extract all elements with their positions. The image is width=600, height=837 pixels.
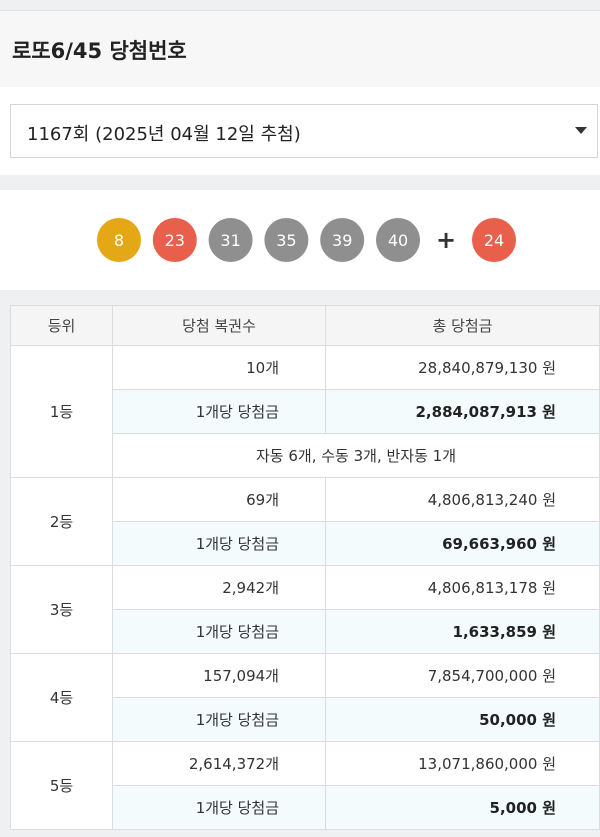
rank-cell: 4등 <box>10 653 113 742</box>
total-cell: 4,806,813,240 원 <box>325 477 600 522</box>
dropdown-arrow <box>575 127 587 134</box>
table-body: 1등 10개 28,840,879,130 원 1개당 당첨금 2,884,087,91… <box>10 345 600 830</box>
per-label-cell: 1개당 당첨금 <box>112 697 326 742</box>
ball-number: 24 <box>484 231 504 250</box>
per-cell: 1,633,859 원 <box>325 609 600 654</box>
ball-number: 31 <box>220 231 240 250</box>
balls-area: 8 23 31 35 39 40 +24 <box>0 190 600 290</box>
ball-number: 39 <box>332 231 352 250</box>
count-cell: 69개 <box>112 477 326 522</box>
count-row: 4등 157,094개 7,854,700,000 원 <box>10 653 600 742</box>
per-cell: 50,000 원 <box>325 697 600 742</box>
per-cell: 69,663,960 원 <box>325 521 600 566</box>
count-cell: 10개 <box>112 345 326 390</box>
count-row: 2등 69개 4,806,813,240 원 <box>10 477 600 566</box>
column-header: 등위 <box>10 305 113 346</box>
header: 로또6/45 당첨번호 <box>0 10 600 88</box>
total-cell: 7,854,700,000 원 <box>325 653 600 698</box>
count-row: 5등 2,614,372개 13,071,860,000 원 <box>10 741 600 830</box>
per-row: 1개당 당첨금 69,663,960 원 <box>11 521 600 566</box>
header-row: 등위 당첨 복권수 총 당첨금 <box>10 305 600 346</box>
note-cell: 자동 6개, 수동 3개, 반자동 1개 <box>112 433 600 478</box>
count-row: 3등 2,942개 4,806,813,178 원 <box>10 565 600 654</box>
page-title: 로또6/45 당첨번호 <box>12 39 187 63</box>
per-label-cell: 1개당 당첨금 <box>112 785 326 830</box>
ball-number: 35 <box>276 231 296 250</box>
ball <box>472 218 516 262</box>
column-header: 총 당첨금 <box>325 305 600 346</box>
ball <box>208 218 253 262</box>
select-label: 1167회 (2025년 04월 12일 추첨) <box>27 124 301 145</box>
ball <box>97 218 141 262</box>
per-cell: 2,884,087,913 원 <box>325 389 600 434</box>
total-cell: 13,071,860,000 원 <box>325 741 600 786</box>
ball-number: 23 <box>165 231 185 250</box>
per-row: 1개당 당첨금 50,000 원 <box>11 697 600 742</box>
per-row: 1개당 당첨금 5,000 원 <box>11 785 600 830</box>
per-label-cell: 1개당 당첨금 <box>112 521 326 566</box>
ball-number: 40 <box>388 231 408 250</box>
count-cell: 157,094개 <box>112 653 326 698</box>
count-cell: 2,942개 <box>112 565 326 610</box>
total-cell: 4,806,813,178 원 <box>325 565 600 610</box>
rank-cell: 5등 <box>10 741 113 830</box>
ball <box>152 218 197 262</box>
per-label-cell: 1개당 당첨금 <box>112 389 326 434</box>
ball <box>376 218 420 262</box>
total-cell: 28,840,879,130 원 <box>325 345 600 390</box>
ball <box>320 218 365 262</box>
ball-number: 8 <box>114 231 124 250</box>
plus-sign: + <box>436 226 456 254</box>
count-row: 1등 10개 28,840,879,130 원 <box>10 345 600 478</box>
rank-cell: 3등 <box>10 565 113 654</box>
rank-cell: 1등 <box>10 345 113 478</box>
balls: 8 23 31 35 39 40 +24 <box>97 218 516 262</box>
count-cell: 2,614,372개 <box>112 741 326 786</box>
per-cell: 5,000 원 <box>325 785 600 830</box>
rank-cell: 2등 <box>10 477 113 566</box>
select-area: 1167회 (2025년 04월 12일 추첨) <box>0 87 600 175</box>
per-row: 1개당 당첨금 2,884,087,913 원 <box>11 389 600 434</box>
draw-select[interactable]: 1167회 (2025년 04월 12일 추첨) <box>10 104 598 158</box>
per-label-cell: 1개당 당첨금 <box>112 609 326 654</box>
prize-table: 등위 당첨 복권수 총 당첨금 1등 10개 28,840,879,130 원 1개당 당첨… <box>10 305 600 830</box>
per-row: 1개당 당첨금 1,633,859 원 <box>11 609 600 654</box>
column-header: 당첨 복권수 <box>112 305 326 346</box>
ball <box>264 218 309 262</box>
